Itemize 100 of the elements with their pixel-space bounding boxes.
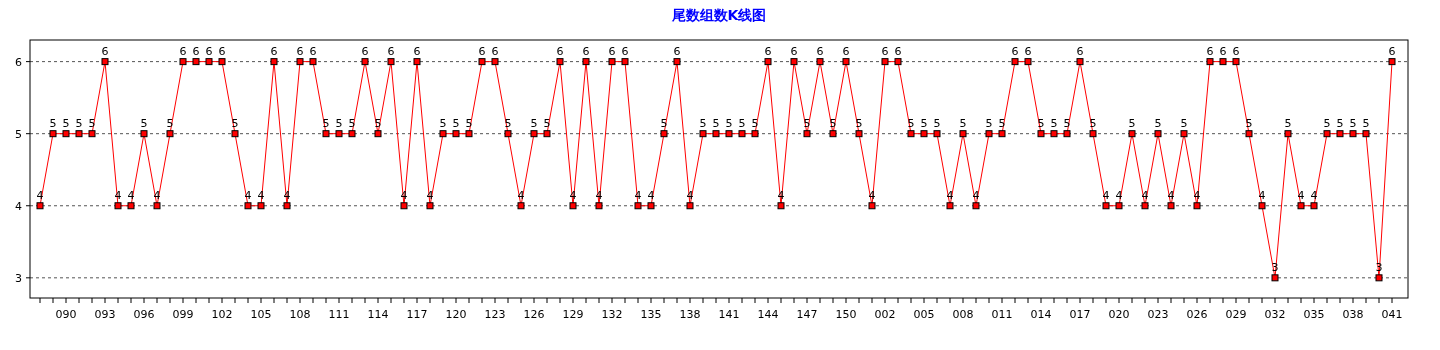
data-label: 5 xyxy=(725,116,733,130)
data-label: 4 xyxy=(686,188,694,202)
x-tick-label: 020 xyxy=(1108,308,1130,321)
x-tick-label: 141 xyxy=(718,308,740,321)
data-label: 5 xyxy=(1180,116,1188,130)
data-label: 5 xyxy=(504,116,512,130)
data-label: 4 xyxy=(1141,188,1149,202)
data-label: 5 xyxy=(1089,116,1097,130)
data-label: 5 xyxy=(1362,116,1370,130)
x-tick-label: 099 xyxy=(172,308,194,321)
data-label: 5 xyxy=(62,116,70,130)
data-label: 5 xyxy=(1063,116,1071,130)
y-tick-label: 4 xyxy=(15,199,22,213)
data-label: 6 xyxy=(270,44,278,58)
data-label: 4 xyxy=(972,188,980,202)
x-tick-label: 126 xyxy=(523,308,545,321)
data-label: 5 xyxy=(1154,116,1162,130)
data-label: 6 xyxy=(582,44,590,58)
data-label: 5 xyxy=(1284,116,1292,130)
y-tick-label: 6 xyxy=(15,55,22,69)
data-label: 5 xyxy=(75,116,83,130)
x-tick-label: 026 xyxy=(1186,308,1208,321)
data-label: 4 xyxy=(153,188,161,202)
x-tick-label: 132 xyxy=(601,308,623,321)
data-label: 5 xyxy=(1323,116,1331,130)
data-label: 5 xyxy=(920,116,928,130)
data-label: 5 xyxy=(998,116,1006,130)
x-tick-label: 011 xyxy=(991,308,1013,321)
data-label: 5 xyxy=(348,116,356,130)
data-label: 4 xyxy=(777,188,785,202)
data-label: 6 xyxy=(842,44,850,58)
data-label: 6 xyxy=(296,44,304,58)
x-tick-label: 029 xyxy=(1225,308,1247,321)
data-label: 6 xyxy=(218,44,226,58)
data-label: 4 xyxy=(1258,188,1266,202)
data-label: 6 xyxy=(192,44,200,58)
data-label: 5 xyxy=(1128,116,1136,130)
data-label: 5 xyxy=(751,116,759,130)
data-label: 5 xyxy=(660,116,668,130)
data-label: 5 xyxy=(855,116,863,130)
data-label: 5 xyxy=(933,116,941,130)
data-label: 6 xyxy=(673,44,681,58)
x-tick-label: 017 xyxy=(1069,308,1091,321)
data-label: 4 xyxy=(127,188,135,202)
data-label: 6 xyxy=(816,44,824,58)
data-label: 5 xyxy=(439,116,447,130)
data-label: 4 xyxy=(1297,188,1305,202)
data-label: 6 xyxy=(1076,44,1084,58)
data-label: 6 xyxy=(621,44,629,58)
data-label: 5 xyxy=(907,116,915,130)
data-label: 5 xyxy=(1037,116,1045,130)
data-label: 6 xyxy=(1219,44,1227,58)
data-label: 5 xyxy=(543,116,551,130)
data-label: 6 xyxy=(491,44,499,58)
x-tick-label: 129 xyxy=(562,308,584,321)
data-label: 4 xyxy=(244,188,252,202)
x-tick-label: 005 xyxy=(913,308,935,321)
x-tick-label: 147 xyxy=(796,308,818,321)
x-tick-label: 117 xyxy=(406,308,428,321)
x-tick-label: 093 xyxy=(94,308,116,321)
data-label: 6 xyxy=(179,44,187,58)
x-tick-label: 108 xyxy=(289,308,311,321)
data-label: 4 xyxy=(1167,188,1175,202)
x-tick-label: 041 xyxy=(1381,308,1403,321)
data-label: 4 xyxy=(595,188,603,202)
x-tick-label: 014 xyxy=(1030,308,1052,321)
x-tick-label: 002 xyxy=(874,308,896,321)
data-label: 3 xyxy=(1271,260,1279,274)
data-label: 6 xyxy=(881,44,889,58)
data-label: 6 xyxy=(1388,44,1396,58)
x-tick-label: 120 xyxy=(445,308,467,321)
data-label: 5 xyxy=(530,116,538,130)
data-label: 5 xyxy=(1050,116,1058,130)
x-tick-label: 150 xyxy=(835,308,857,321)
x-tick-label: 032 xyxy=(1264,308,1286,321)
data-label: 6 xyxy=(1024,44,1032,58)
data-label: 4 xyxy=(1102,188,1110,202)
x-tick-label: 135 xyxy=(640,308,662,321)
data-label: 4 xyxy=(1115,188,1123,202)
data-label: 5 xyxy=(959,116,967,130)
data-label: 4 xyxy=(400,188,408,202)
data-label: 6 xyxy=(205,44,213,58)
x-tick-label: 111 xyxy=(328,308,350,321)
data-label: 5 xyxy=(335,116,343,130)
data-label: 4 xyxy=(1193,188,1201,202)
data-label: 5 xyxy=(712,116,720,130)
data-label: 6 xyxy=(790,44,798,58)
data-label: 5 xyxy=(322,116,330,130)
data-label: 4 xyxy=(426,188,434,202)
data-label: 5 xyxy=(49,116,57,130)
x-tick-label: 144 xyxy=(757,308,779,321)
data-label: 5 xyxy=(738,116,746,130)
data-label: 4 xyxy=(36,188,44,202)
data-label: 4 xyxy=(647,188,655,202)
x-tick-label: 023 xyxy=(1147,308,1169,321)
data-label: 5 xyxy=(452,116,460,130)
data-label: 5 xyxy=(1349,116,1357,130)
data-label: 5 xyxy=(699,116,707,130)
x-tick-label: 096 xyxy=(133,308,155,321)
data-label: 6 xyxy=(1011,44,1019,58)
